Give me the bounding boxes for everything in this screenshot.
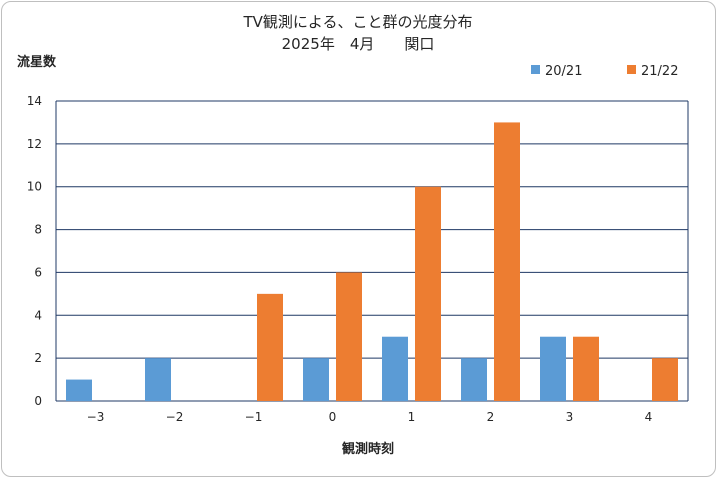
- bar-series1: [540, 336, 566, 401]
- y-tick-label: 14: [27, 94, 42, 108]
- bar-series1: [461, 358, 487, 401]
- x-tick-label: 4: [645, 410, 653, 424]
- y-tick-label: 4: [34, 308, 42, 322]
- legend-label: 20/21: [545, 64, 582, 79]
- bar-series2: [652, 358, 678, 401]
- bar-series2: [415, 186, 441, 401]
- legend-label: 21/22: [641, 64, 678, 79]
- bar-series2: [494, 122, 520, 401]
- y-tick-label: 2: [34, 351, 42, 365]
- bar-series2: [336, 272, 362, 401]
- bars: [66, 122, 678, 401]
- x-tick-label: 0: [329, 410, 337, 424]
- x-axis-label: 観測時刻: [341, 441, 394, 457]
- y-axis-label: 流星数: [17, 54, 57, 70]
- y-tick-label: 0: [34, 394, 42, 408]
- y-tick-label: 8: [34, 223, 42, 237]
- x-tick-label: 1: [408, 410, 416, 424]
- bar-series2: [257, 293, 283, 401]
- x-tick-label: −2: [166, 410, 184, 424]
- x-tick-label: 3: [566, 410, 574, 424]
- chart-title-line1: TV観測による、こと群の光度分布: [243, 13, 473, 31]
- y-tick-label: 12: [27, 137, 42, 151]
- bar-series1: [66, 379, 92, 401]
- y-tick-labels: 0 2 4 6 8 10 12 14: [27, 94, 42, 408]
- x-tick-label: −1: [245, 410, 263, 424]
- x-tick-label: 2: [487, 410, 495, 424]
- chart-title-line2: 2025年 4月 関口: [282, 35, 435, 53]
- bar-series1: [382, 336, 408, 401]
- legend: 20/21 21/22: [531, 64, 678, 79]
- bar-series2: [573, 336, 599, 401]
- x-tick-label: −3: [87, 410, 105, 424]
- bar-series1: [303, 358, 329, 401]
- legend-swatch: [627, 65, 636, 74]
- y-tick-label: 6: [34, 265, 42, 279]
- y-tick-label: 10: [27, 180, 42, 194]
- bar-series1: [145, 358, 171, 401]
- legend-swatch: [531, 65, 540, 74]
- x-tick-labels: −3 −2 −1 0 1 2 3 4: [87, 410, 653, 424]
